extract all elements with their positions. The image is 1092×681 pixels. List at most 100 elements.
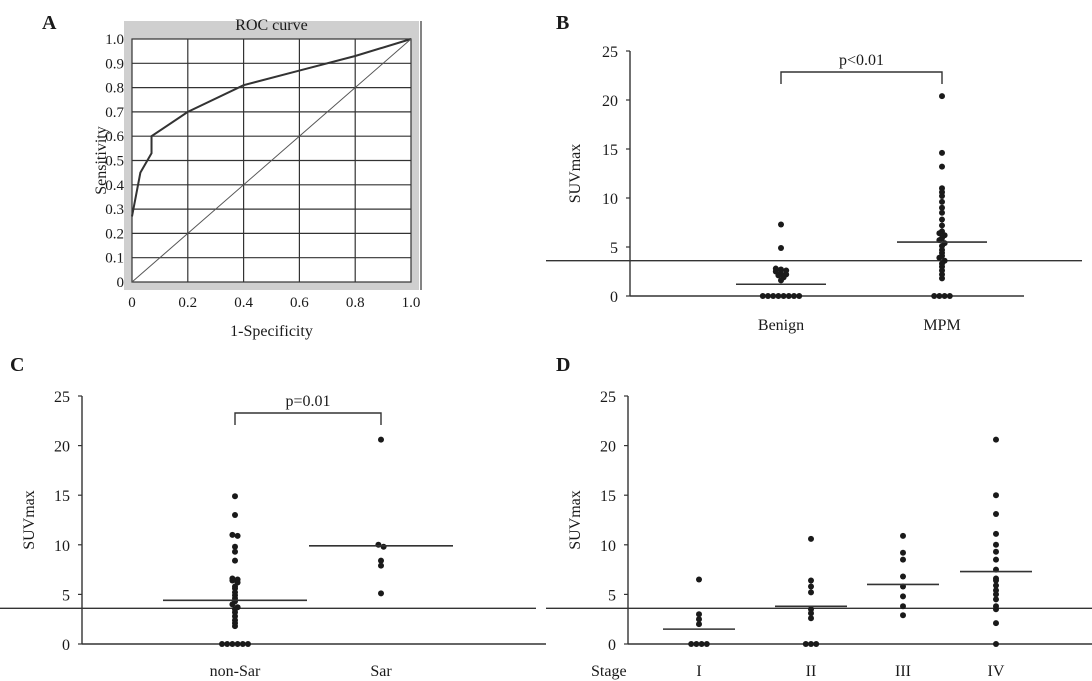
data-point bbox=[993, 541, 999, 548]
data-point bbox=[234, 532, 241, 539]
category-label: II bbox=[806, 663, 817, 680]
data-point bbox=[939, 216, 945, 223]
y-tick-label: 20 bbox=[602, 93, 618, 110]
y-tick-label: 25 bbox=[54, 389, 70, 406]
data-point bbox=[813, 641, 820, 647]
data-point bbox=[993, 492, 999, 499]
y-tick-label: 20 bbox=[54, 439, 70, 456]
data-point bbox=[993, 620, 999, 627]
data-point bbox=[696, 616, 702, 623]
y-tick-label: 0.6 bbox=[105, 129, 124, 145]
data-point bbox=[229, 601, 236, 608]
data-point bbox=[931, 293, 938, 299]
data-point bbox=[378, 562, 384, 569]
y-tick-label: 0 bbox=[608, 637, 616, 654]
data-point bbox=[900, 593, 906, 600]
data-point bbox=[380, 543, 387, 550]
y-axis-label: Sensitivity bbox=[93, 126, 110, 194]
y-tick-label: 10 bbox=[54, 538, 70, 555]
data-point bbox=[900, 603, 906, 610]
data-point bbox=[993, 530, 999, 537]
data-point bbox=[808, 577, 814, 584]
category-label: IV bbox=[988, 663, 1005, 680]
x-tick-label: 0.8 bbox=[346, 295, 365, 311]
data-point bbox=[808, 610, 814, 617]
data-point bbox=[796, 293, 803, 299]
y-tick-label: 0.9 bbox=[105, 56, 124, 72]
data-point bbox=[696, 621, 702, 628]
data-point bbox=[993, 577, 999, 584]
data-point bbox=[993, 641, 999, 647]
data-point bbox=[993, 511, 999, 518]
x-tick-label: 0.2 bbox=[178, 295, 197, 311]
data-point bbox=[939, 198, 945, 205]
data-point bbox=[993, 606, 999, 613]
y-tick-label: 20 bbox=[600, 439, 616, 456]
data-point bbox=[696, 576, 702, 583]
data-point bbox=[232, 548, 238, 555]
data-point bbox=[900, 549, 906, 556]
benign-vs-mpm-chart: 0 5 10 15 20 25 SUVmax Benign MPM p<0.01 bbox=[546, 44, 1082, 334]
data-point bbox=[234, 641, 241, 647]
data-point bbox=[993, 596, 999, 603]
panel-b: B 0 5 10 15 20 25 SUVmax Benign MPM p<0.01 bbox=[546, 0, 1092, 340]
data-point bbox=[808, 535, 814, 542]
category-label: Sar bbox=[370, 663, 392, 680]
data-point bbox=[232, 512, 238, 519]
data-point bbox=[936, 254, 943, 261]
data-point bbox=[770, 293, 777, 299]
chart-title: ROC curve bbox=[235, 17, 307, 34]
roc-curve bbox=[131, 38, 412, 217]
data-point bbox=[765, 293, 771, 299]
significance-bracket bbox=[234, 412, 382, 425]
data-point bbox=[939, 163, 945, 170]
data-point bbox=[993, 582, 999, 589]
significance-label: p=0.01 bbox=[285, 393, 330, 410]
data-point bbox=[780, 293, 787, 299]
data-point bbox=[232, 557, 238, 564]
data-point bbox=[232, 493, 238, 500]
y-tick-label: 0.2 bbox=[105, 226, 124, 242]
y-tick-label: 15 bbox=[600, 488, 616, 505]
panel-c: C 0 5 10 15 20 25 SUVmax non-Sar Sar p=0.01 bbox=[0, 340, 546, 681]
x-tick-label: 0.6 bbox=[290, 295, 309, 311]
y-tick-label: 0.4 bbox=[105, 178, 124, 194]
data-point bbox=[378, 436, 384, 443]
panel-a: A 0 0.1 0.2 0.3 0.4 0.5 0.6 0.7 0.8 0.9 1.0 0 0.2 0.4… bbox=[0, 0, 546, 340]
y-tick-label: 15 bbox=[602, 142, 618, 159]
data-point bbox=[375, 541, 382, 548]
data-point bbox=[245, 641, 251, 647]
data-point bbox=[698, 641, 705, 647]
data-point bbox=[993, 591, 999, 598]
x-tick-label: 1.0 bbox=[402, 295, 421, 311]
data-point bbox=[936, 293, 943, 299]
data-point bbox=[791, 293, 797, 299]
data-point bbox=[775, 272, 782, 279]
y-tick-label: 5 bbox=[62, 587, 70, 604]
data-point bbox=[232, 623, 238, 630]
category-label: III bbox=[895, 663, 911, 680]
y-tick-label: 0 bbox=[62, 637, 70, 654]
data-point bbox=[808, 615, 814, 622]
data-point bbox=[778, 277, 784, 284]
y-tick-label: 5 bbox=[608, 587, 616, 604]
y-tick-label: 10 bbox=[600, 538, 616, 555]
y-tick-label: 0.8 bbox=[105, 81, 124, 97]
data-point bbox=[802, 641, 809, 647]
data-point bbox=[900, 556, 906, 563]
reference-diagonal bbox=[131, 38, 412, 283]
data-point bbox=[232, 543, 238, 550]
y-tick-label: 0.1 bbox=[105, 251, 124, 267]
y-tick-label: 0 bbox=[117, 275, 125, 291]
significance-label: p<0.01 bbox=[839, 52, 884, 69]
y-tick-label: 5 bbox=[610, 240, 618, 257]
data-point bbox=[808, 589, 814, 596]
data-point bbox=[900, 612, 906, 619]
y-tick-label: 25 bbox=[600, 389, 616, 406]
data-point bbox=[941, 293, 948, 299]
data-point bbox=[785, 293, 792, 299]
data-point bbox=[939, 204, 945, 211]
y-axis-label: SUVmax bbox=[21, 490, 38, 550]
data-point bbox=[939, 222, 945, 229]
